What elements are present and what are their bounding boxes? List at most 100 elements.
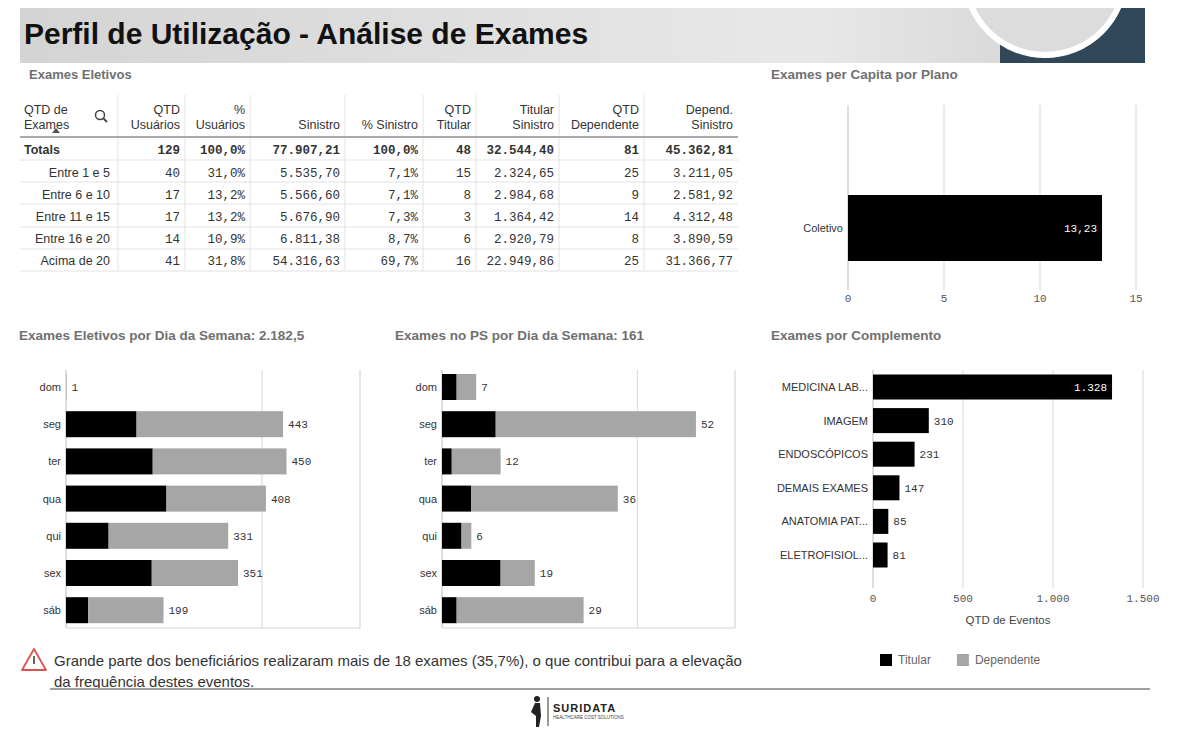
table-cell: 7,1% bbox=[388, 167, 419, 181]
bar-segment bbox=[152, 560, 238, 586]
bar bbox=[873, 375, 1112, 400]
table-column-line bbox=[185, 95, 186, 271]
y-tick-label: sáb bbox=[419, 604, 437, 616]
table-header: Depend. bbox=[686, 103, 733, 117]
table-cell: Entre 1 e 5 bbox=[49, 166, 110, 180]
total-label: 12 bbox=[506, 456, 519, 468]
y-tick-label: seg bbox=[43, 418, 61, 430]
table-cell: 3 bbox=[463, 211, 471, 225]
table-cell: 4.312,48 bbox=[673, 211, 733, 225]
bar bbox=[873, 408, 929, 433]
data-label: 13,23 bbox=[1064, 223, 1097, 235]
total-label: 443 bbox=[288, 419, 308, 431]
bar-segment bbox=[501, 560, 535, 586]
range-end-line bbox=[360, 370, 361, 628]
data-label: 85 bbox=[893, 516, 906, 528]
table-row-line bbox=[20, 249, 738, 250]
table-cell: 17 bbox=[165, 189, 180, 203]
bar-segment bbox=[66, 374, 67, 400]
table-header: Usuários bbox=[196, 118, 245, 132]
bar-segment bbox=[137, 411, 284, 437]
x-axis-title: QTD de Eventos bbox=[965, 614, 1050, 626]
table-row-line bbox=[20, 182, 738, 183]
table-header: Sinistro bbox=[298, 118, 340, 132]
bar-segment bbox=[457, 374, 477, 400]
labels: Coletivo13,23 bbox=[803, 222, 1097, 235]
table-cell: 8,7% bbox=[388, 233, 419, 247]
chart-bar: Exames por Complemento05001.0001.500QTD … bbox=[771, 328, 1160, 626]
chart-title: Exames no PS por Dia da Semana: 161 bbox=[395, 328, 645, 343]
x-tick-label: 0 bbox=[870, 593, 877, 605]
x-axis-line bbox=[442, 628, 735, 629]
labels: MEDICINA LAB...1.328IMAGEM310ENDOSCÓPICO… bbox=[777, 381, 1107, 562]
bar-segment bbox=[109, 523, 229, 549]
table-cell: Acima de 20 bbox=[41, 254, 111, 268]
x-tick-label: 15 bbox=[1129, 293, 1142, 305]
bar-segment bbox=[442, 597, 457, 623]
data-label: 1.328 bbox=[1074, 382, 1107, 394]
x-tick-label: 0 bbox=[845, 293, 852, 305]
x-tick-label: 10 bbox=[1033, 293, 1046, 305]
legend-label: Dependente bbox=[975, 653, 1041, 667]
table-cell: 5.676,90 bbox=[280, 211, 340, 225]
table-header: % Sinistro bbox=[362, 118, 418, 132]
x-axis-line bbox=[66, 628, 360, 629]
table-cell: 1.364,42 bbox=[494, 211, 554, 225]
table-column-line bbox=[559, 95, 560, 271]
y-tick-label: seg bbox=[419, 418, 437, 430]
chart-title: Exames Eletivos por Dia da Semana: 2.182… bbox=[19, 328, 305, 343]
y-tick-label: qua bbox=[43, 493, 62, 505]
table-header: Usuários bbox=[131, 118, 180, 132]
y-tick-label: qui bbox=[422, 530, 437, 542]
grid-line bbox=[963, 370, 964, 588]
total-label: 19 bbox=[540, 568, 553, 580]
bar-segment bbox=[442, 448, 452, 474]
bar-segment bbox=[452, 448, 501, 474]
table-cell: 22.949,86 bbox=[486, 255, 554, 269]
bar-segment bbox=[66, 560, 152, 586]
y-tick-label: qui bbox=[46, 530, 61, 542]
bar-segment bbox=[496, 411, 696, 437]
chart-bar: Exames no PS por Dia da Semana: 161dom7s… bbox=[395, 328, 735, 628]
data-label: 310 bbox=[934, 416, 954, 428]
bar-segment bbox=[66, 374, 67, 400]
marks bbox=[848, 195, 1102, 261]
table-cell: 32.544,40 bbox=[486, 144, 554, 158]
x-tick-label: 1.000 bbox=[1036, 593, 1069, 605]
logo-figure-head bbox=[534, 696, 540, 702]
legend-swatch bbox=[880, 654, 892, 666]
grid-line bbox=[1053, 370, 1054, 588]
table-cell: Totals bbox=[24, 143, 60, 157]
total-label: 52 bbox=[701, 419, 714, 431]
y-tick-label: ANATOMIA PAT... bbox=[781, 515, 868, 527]
table-cell: 54.316,63 bbox=[272, 255, 340, 269]
table-row-line bbox=[20, 136, 738, 138]
table-cell: 129 bbox=[157, 144, 180, 158]
header-banner bbox=[20, 8, 1145, 63]
y-tick-label: sex bbox=[420, 567, 438, 579]
grid-line bbox=[1136, 105, 1137, 290]
table-cell: Entre 16 e 20 bbox=[35, 232, 110, 246]
footer-rule bbox=[50, 688, 1150, 690]
total-label: 199 bbox=[169, 605, 189, 617]
marks bbox=[442, 374, 696, 623]
table-row-line bbox=[20, 227, 738, 228]
table-cell: 10,9% bbox=[207, 233, 245, 247]
search-icon bbox=[96, 111, 105, 120]
marks bbox=[873, 375, 1112, 568]
table-cell: 25 bbox=[624, 167, 639, 181]
table-header: QTD de bbox=[24, 103, 68, 117]
logo-divider bbox=[548, 697, 549, 726]
table-column-line bbox=[250, 95, 251, 271]
note: Grande parte dos beneficiários realizara… bbox=[22, 649, 742, 690]
table-cell: 100,0% bbox=[373, 144, 419, 158]
table-cell: 31,8% bbox=[207, 255, 245, 269]
table-header: Titular bbox=[520, 103, 554, 117]
table-cell: 16 bbox=[456, 255, 471, 269]
bar-segment bbox=[442, 523, 462, 549]
legend-swatch bbox=[957, 654, 969, 666]
y-tick-label: qua bbox=[419, 493, 438, 505]
total-label: 36 bbox=[623, 494, 636, 506]
table-header: Sinistro bbox=[691, 118, 733, 132]
bar-segment bbox=[442, 560, 501, 586]
